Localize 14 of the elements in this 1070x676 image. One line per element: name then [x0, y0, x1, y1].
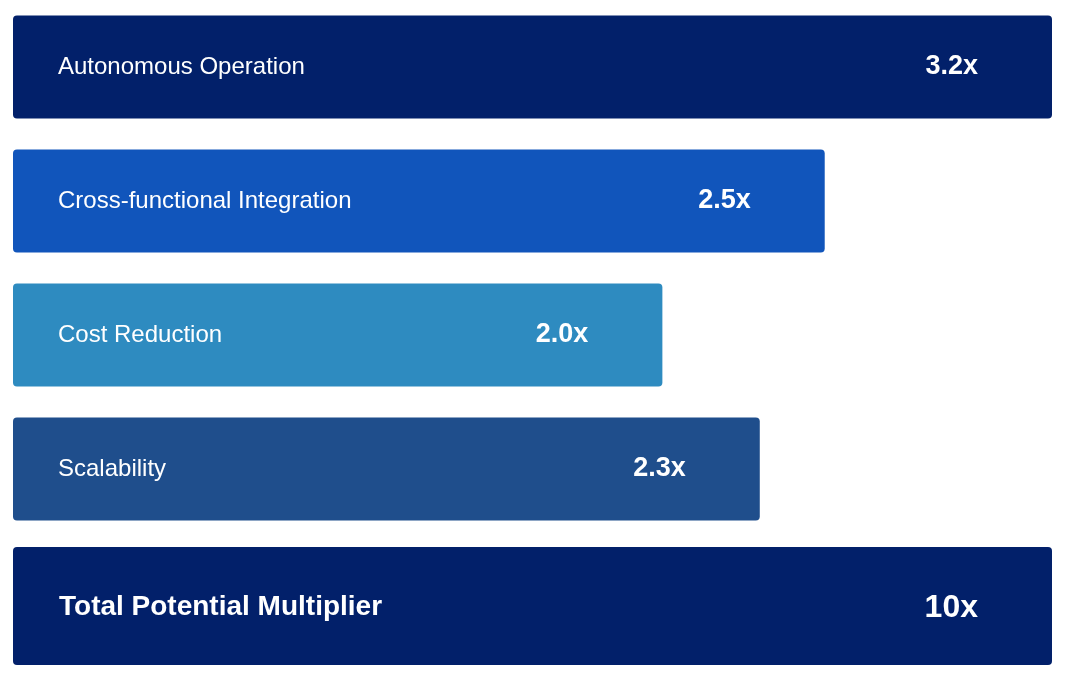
bar [13, 15, 1052, 119]
bar [13, 417, 760, 521]
data-label: 3.2x [925, 50, 978, 81]
text: 10x [924, 587, 978, 625]
bar [13, 283, 663, 387]
y-tick-label: Autonomous Operation [58, 51, 305, 79]
y-tick-label: Cost Reduction [58, 319, 223, 347]
data-label: 2.0x [535, 318, 589, 349]
data-label: 2.5x [698, 184, 751, 215]
data-label: 2.3x [633, 452, 686, 483]
y-tick-label: Scalability [58, 453, 167, 481]
text: Total Potential Multiplier [59, 590, 383, 622]
y-tick-label: Cross-functional Integration [58, 185, 352, 213]
bar [13, 149, 825, 253]
